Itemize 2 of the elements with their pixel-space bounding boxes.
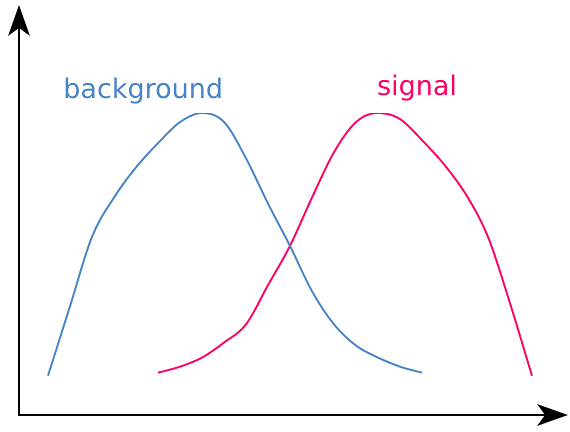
series-label: background	[63, 74, 223, 105]
series-label: signal	[377, 71, 457, 102]
